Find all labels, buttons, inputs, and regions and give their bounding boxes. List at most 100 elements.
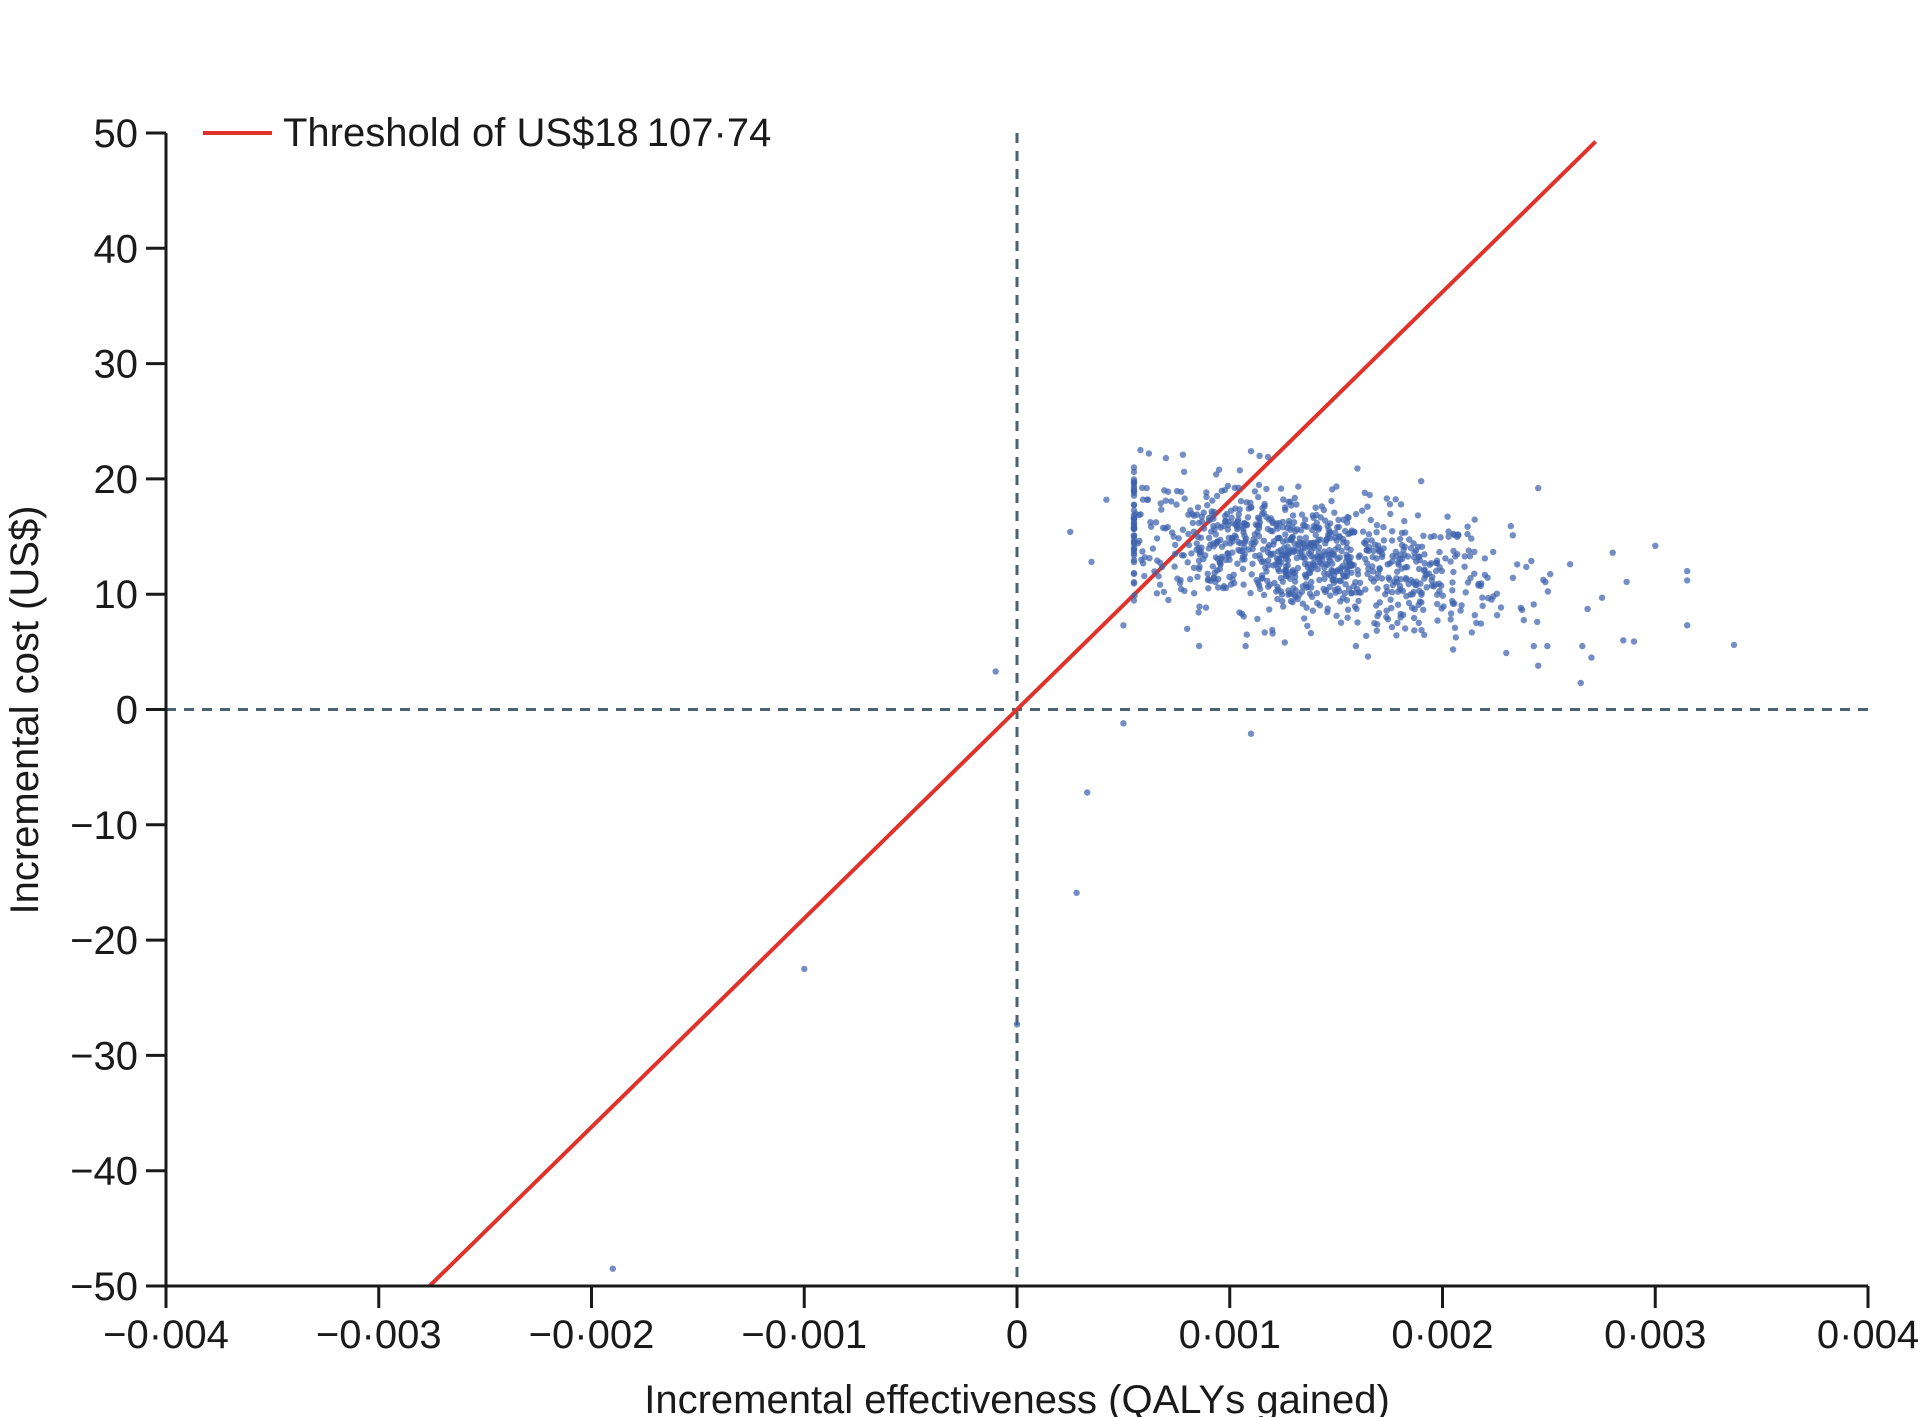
- data-point: [1535, 662, 1542, 669]
- data-point: [1378, 553, 1386, 561]
- data-point: [1347, 554, 1354, 561]
- data-point: [1260, 537, 1268, 544]
- data-point: [1367, 575, 1375, 582]
- threshold-line: [428, 140, 1598, 1288]
- data-point: [1293, 501, 1300, 508]
- data-point: [1348, 562, 1355, 570]
- data-point: [1130, 547, 1138, 554]
- data-point: [1394, 601, 1402, 608]
- data-point: [1299, 544, 1307, 551]
- y-tick-label: 50: [94, 112, 139, 156]
- data-point: [1181, 495, 1188, 502]
- data-point: [1297, 527, 1305, 534]
- data-point: [1401, 517, 1408, 525]
- data-point: [1234, 518, 1242, 525]
- data-point: [1630, 638, 1638, 645]
- data-point: [1162, 497, 1169, 504]
- data-point: [1281, 639, 1289, 646]
- data-point: [1073, 889, 1080, 896]
- data-point: [1331, 509, 1338, 516]
- data-point: [1364, 503, 1371, 510]
- data-point: [1356, 552, 1364, 559]
- data-point: [1214, 584, 1222, 591]
- x-axis-title: Incremental effectiveness (QALYs gained): [644, 1378, 1390, 1417]
- data-point: [1316, 576, 1323, 584]
- data-point: [1284, 562, 1292, 569]
- data-point: [1275, 534, 1282, 542]
- data-point: [1212, 554, 1220, 561]
- data-point: [1436, 580, 1443, 587]
- data-point: [1308, 553, 1315, 560]
- data-point: [1338, 547, 1345, 555]
- data-point: [1175, 535, 1182, 542]
- data-point: [1481, 555, 1489, 562]
- data-point: [1623, 578, 1630, 586]
- data-point: [1404, 553, 1412, 560]
- data-point: [1196, 603, 1203, 610]
- data-point: [1341, 589, 1349, 597]
- data-point: [1403, 593, 1410, 600]
- data-point: [1440, 603, 1447, 610]
- data-points: [609, 446, 1738, 1272]
- data-point: [1213, 492, 1221, 500]
- data-point: [1321, 575, 1328, 582]
- y-tick-label: −30: [70, 1034, 138, 1078]
- data-point: [1236, 467, 1244, 474]
- data-point: [1184, 625, 1191, 632]
- data-point: [1509, 532, 1517, 539]
- data-point: [1185, 530, 1192, 538]
- data-point: [1154, 557, 1161, 564]
- data-point: [1484, 574, 1491, 581]
- data-point: [1325, 526, 1333, 533]
- data-point: [1454, 533, 1461, 541]
- data-point: [1282, 506, 1289, 513]
- data-point: [1344, 606, 1352, 613]
- data-point: [1178, 585, 1185, 593]
- data-point: [1308, 578, 1315, 586]
- data-point: [1410, 614, 1418, 622]
- data-point: [1139, 496, 1147, 503]
- data-point: [1067, 528, 1074, 536]
- data-point: [1359, 507, 1366, 514]
- data-point: [1212, 531, 1220, 538]
- data-point: [1206, 517, 1213, 524]
- data-point: [1286, 550, 1293, 557]
- data-point: [1137, 511, 1144, 518]
- data-point: [1180, 552, 1188, 559]
- data-point: [1411, 549, 1418, 556]
- data-point: [1173, 501, 1180, 508]
- data-point: [1314, 599, 1321, 607]
- data-point: [1188, 550, 1195, 557]
- data-point: [1103, 496, 1110, 503]
- data-point: [1449, 646, 1457, 653]
- data-point: [1471, 570, 1478, 577]
- data-point: [1336, 533, 1343, 541]
- data-point: [1263, 568, 1270, 575]
- x-tick-label: −0·003: [316, 1313, 442, 1357]
- legend: Threshold of US$18 107·74: [203, 111, 771, 155]
- data-point: [1260, 591, 1268, 599]
- data-point: [1215, 466, 1223, 473]
- data-point: [1152, 519, 1160, 526]
- data-point: [1139, 484, 1146, 491]
- data-point: [1394, 619, 1401, 627]
- data-point: [1285, 517, 1293, 525]
- data-point: [1402, 625, 1409, 632]
- data-point: [1320, 506, 1328, 514]
- data-point: [1397, 535, 1404, 543]
- data-point: [1200, 509, 1207, 516]
- data-point: [1168, 529, 1176, 536]
- data-point: [1327, 557, 1334, 564]
- data-point: [1311, 539, 1318, 546]
- data-point: [1194, 573, 1201, 580]
- x-tick-label: −0·004: [103, 1313, 229, 1357]
- data-point: [1433, 567, 1440, 575]
- data-point: [1328, 497, 1335, 505]
- data-point: [1292, 528, 1299, 535]
- data-point: [1289, 599, 1296, 606]
- data-point: [1291, 592, 1298, 599]
- data-point: [1243, 631, 1251, 638]
- data-point: [1473, 619, 1480, 627]
- axes: 50 40 30 20 10 0 −10 −20 −30 −40 −50−0·004 −0·003 −0…: [70, 112, 1919, 1357]
- data-point: [1468, 535, 1475, 542]
